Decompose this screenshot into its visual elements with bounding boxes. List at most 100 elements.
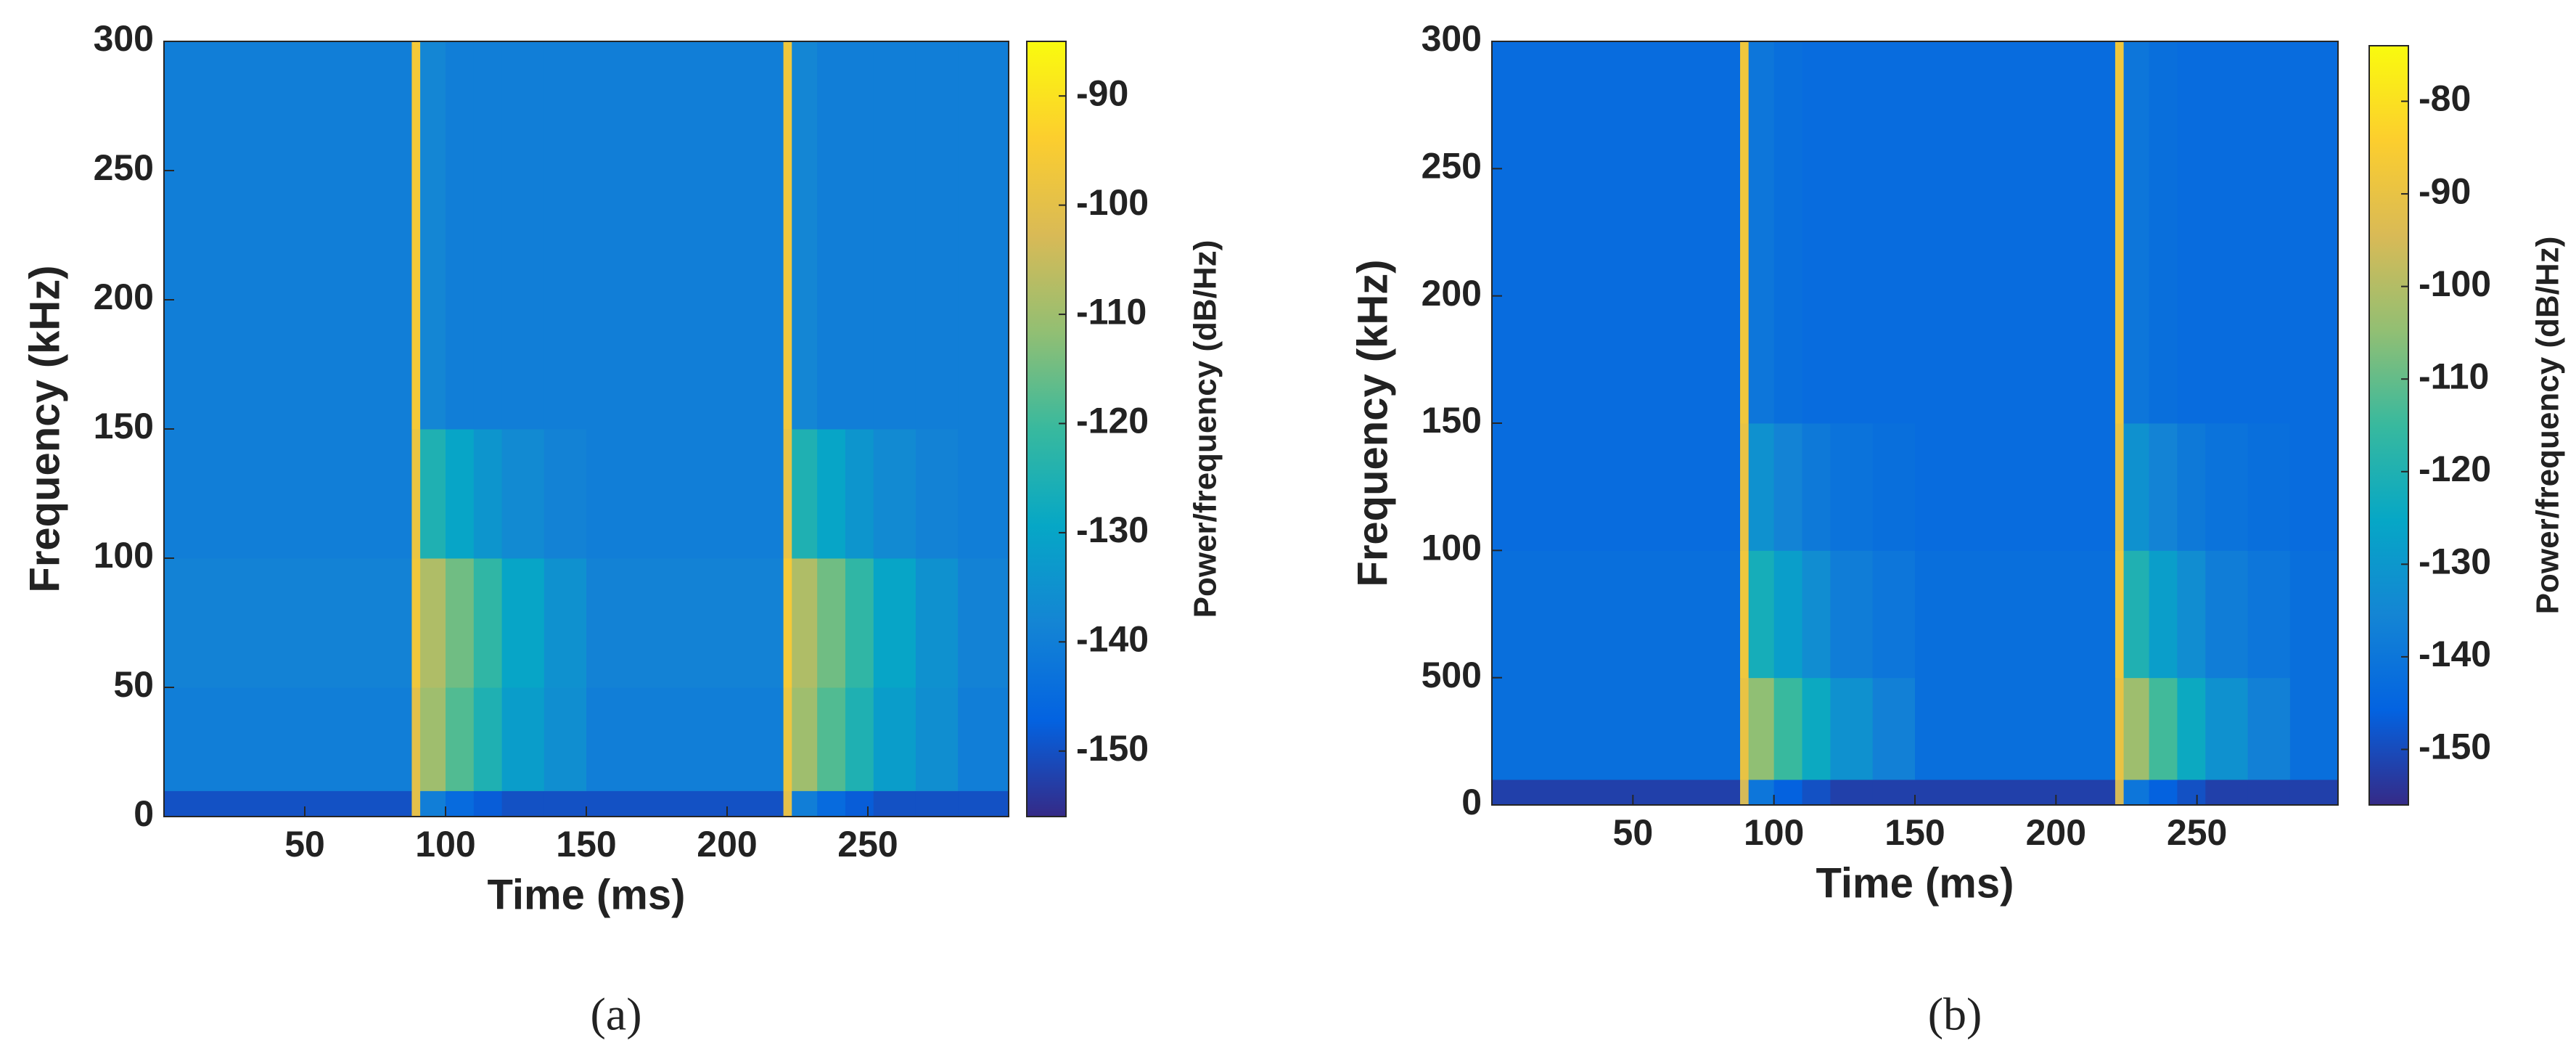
cell [2205, 779, 2249, 806]
cell [915, 41, 959, 430]
cell [2177, 550, 2206, 679]
cell [2247, 423, 2291, 551]
cell [915, 687, 959, 791]
y-tick-label: 200 [1422, 273, 1482, 314]
colorbar-tick-label: -130 [1076, 510, 1149, 550]
y-tick-label: 50 [113, 664, 154, 705]
colorbar-tick-label: -90 [2419, 171, 2471, 211]
y-axis-label: Frequency (kHz) [21, 265, 68, 592]
cell [873, 429, 916, 559]
cell [2114, 677, 2125, 780]
y-axis-label: Frequency (kHz) [1349, 259, 1396, 586]
cell [1492, 677, 1741, 780]
y-tick-label: 250 [1422, 146, 1482, 187]
cell [501, 41, 545, 430]
cell [2177, 779, 2206, 806]
cell [2123, 779, 2150, 806]
cell [2123, 423, 2150, 551]
cell [792, 41, 818, 430]
cell [1915, 677, 2116, 780]
cell [543, 41, 587, 430]
cell [2149, 41, 2178, 424]
cell [2177, 677, 2206, 780]
y-tick-label: 100 [1422, 528, 1482, 568]
x-tick-label: 100 [415, 824, 475, 864]
cell [2149, 550, 2178, 679]
y-tick-label: 200 [94, 277, 154, 317]
cell [845, 687, 874, 791]
cell [1740, 550, 1750, 679]
x-tick-label: 200 [2026, 812, 2086, 853]
cell [1802, 41, 1831, 424]
cell [586, 558, 784, 688]
cell [958, 41, 1009, 430]
cell [1740, 41, 1750, 424]
cell [958, 429, 1009, 559]
cell [420, 429, 446, 559]
cell [845, 429, 874, 559]
cell [2149, 779, 2178, 806]
cell [1872, 677, 1916, 780]
cell [501, 429, 545, 559]
cell [1748, 41, 1775, 424]
cell [164, 558, 412, 688]
colorbar-tick-label: -100 [2419, 263, 2491, 304]
x-tick-label: 50 [1613, 812, 1654, 853]
cell [1830, 550, 1874, 679]
cell [1748, 779, 1775, 806]
cell [446, 687, 475, 791]
cell [792, 558, 818, 688]
cell [873, 558, 916, 688]
colorbar-tick-label: -110 [1076, 291, 1147, 332]
panel: 50 100 150 200 250 0 500 100 150 200 250 300 Time (m… [1349, 18, 2565, 1039]
cell [164, 429, 412, 559]
cell [164, 41, 412, 430]
cell [783, 558, 792, 688]
cell [2247, 779, 2291, 806]
cell [1492, 41, 1741, 424]
colorbar-tick-label: -120 [2419, 449, 2491, 489]
panel: 50 100 150 200 250 0 50 100 150 200 250 300 Time (ms… [21, 18, 1223, 1039]
cell [2114, 41, 2125, 424]
cell [1748, 423, 1775, 551]
cell [501, 687, 545, 791]
cell [501, 790, 545, 817]
colorbar [2368, 45, 2409, 806]
cell [2114, 779, 2125, 806]
cell [420, 687, 446, 791]
cell [1748, 550, 1775, 679]
cell [783, 41, 792, 430]
cell [2289, 41, 2339, 424]
cell [586, 790, 784, 817]
cell [2247, 41, 2291, 424]
colorbar-tick-label: -120 [1076, 401, 1149, 441]
y-tick-label: 0 [1461, 782, 1482, 822]
cell [817, 687, 846, 791]
cell [783, 429, 792, 559]
cell [2177, 41, 2206, 424]
cell [473, 429, 503, 559]
cell [792, 790, 818, 817]
cell [420, 558, 446, 688]
cell [873, 687, 916, 791]
cell [1773, 779, 1803, 806]
cell [1872, 550, 1916, 679]
colorbar-label: Power/frequency (dB/Hz) [1188, 240, 1223, 618]
cell [1748, 677, 1775, 780]
cell [1802, 423, 1831, 551]
cell [1802, 677, 1831, 780]
cell [1915, 779, 2116, 806]
y-tick-label: 0 [134, 793, 154, 834]
cell [1492, 423, 1741, 551]
cell [1915, 423, 2116, 551]
cell [2205, 677, 2249, 780]
cell [915, 558, 959, 688]
cell [2289, 550, 2339, 679]
cell [586, 687, 784, 791]
cell [792, 429, 818, 559]
cell [1740, 423, 1750, 551]
cell [1492, 779, 1741, 806]
colorbar-tick-label: -90 [1076, 73, 1128, 113]
cell [473, 41, 503, 430]
